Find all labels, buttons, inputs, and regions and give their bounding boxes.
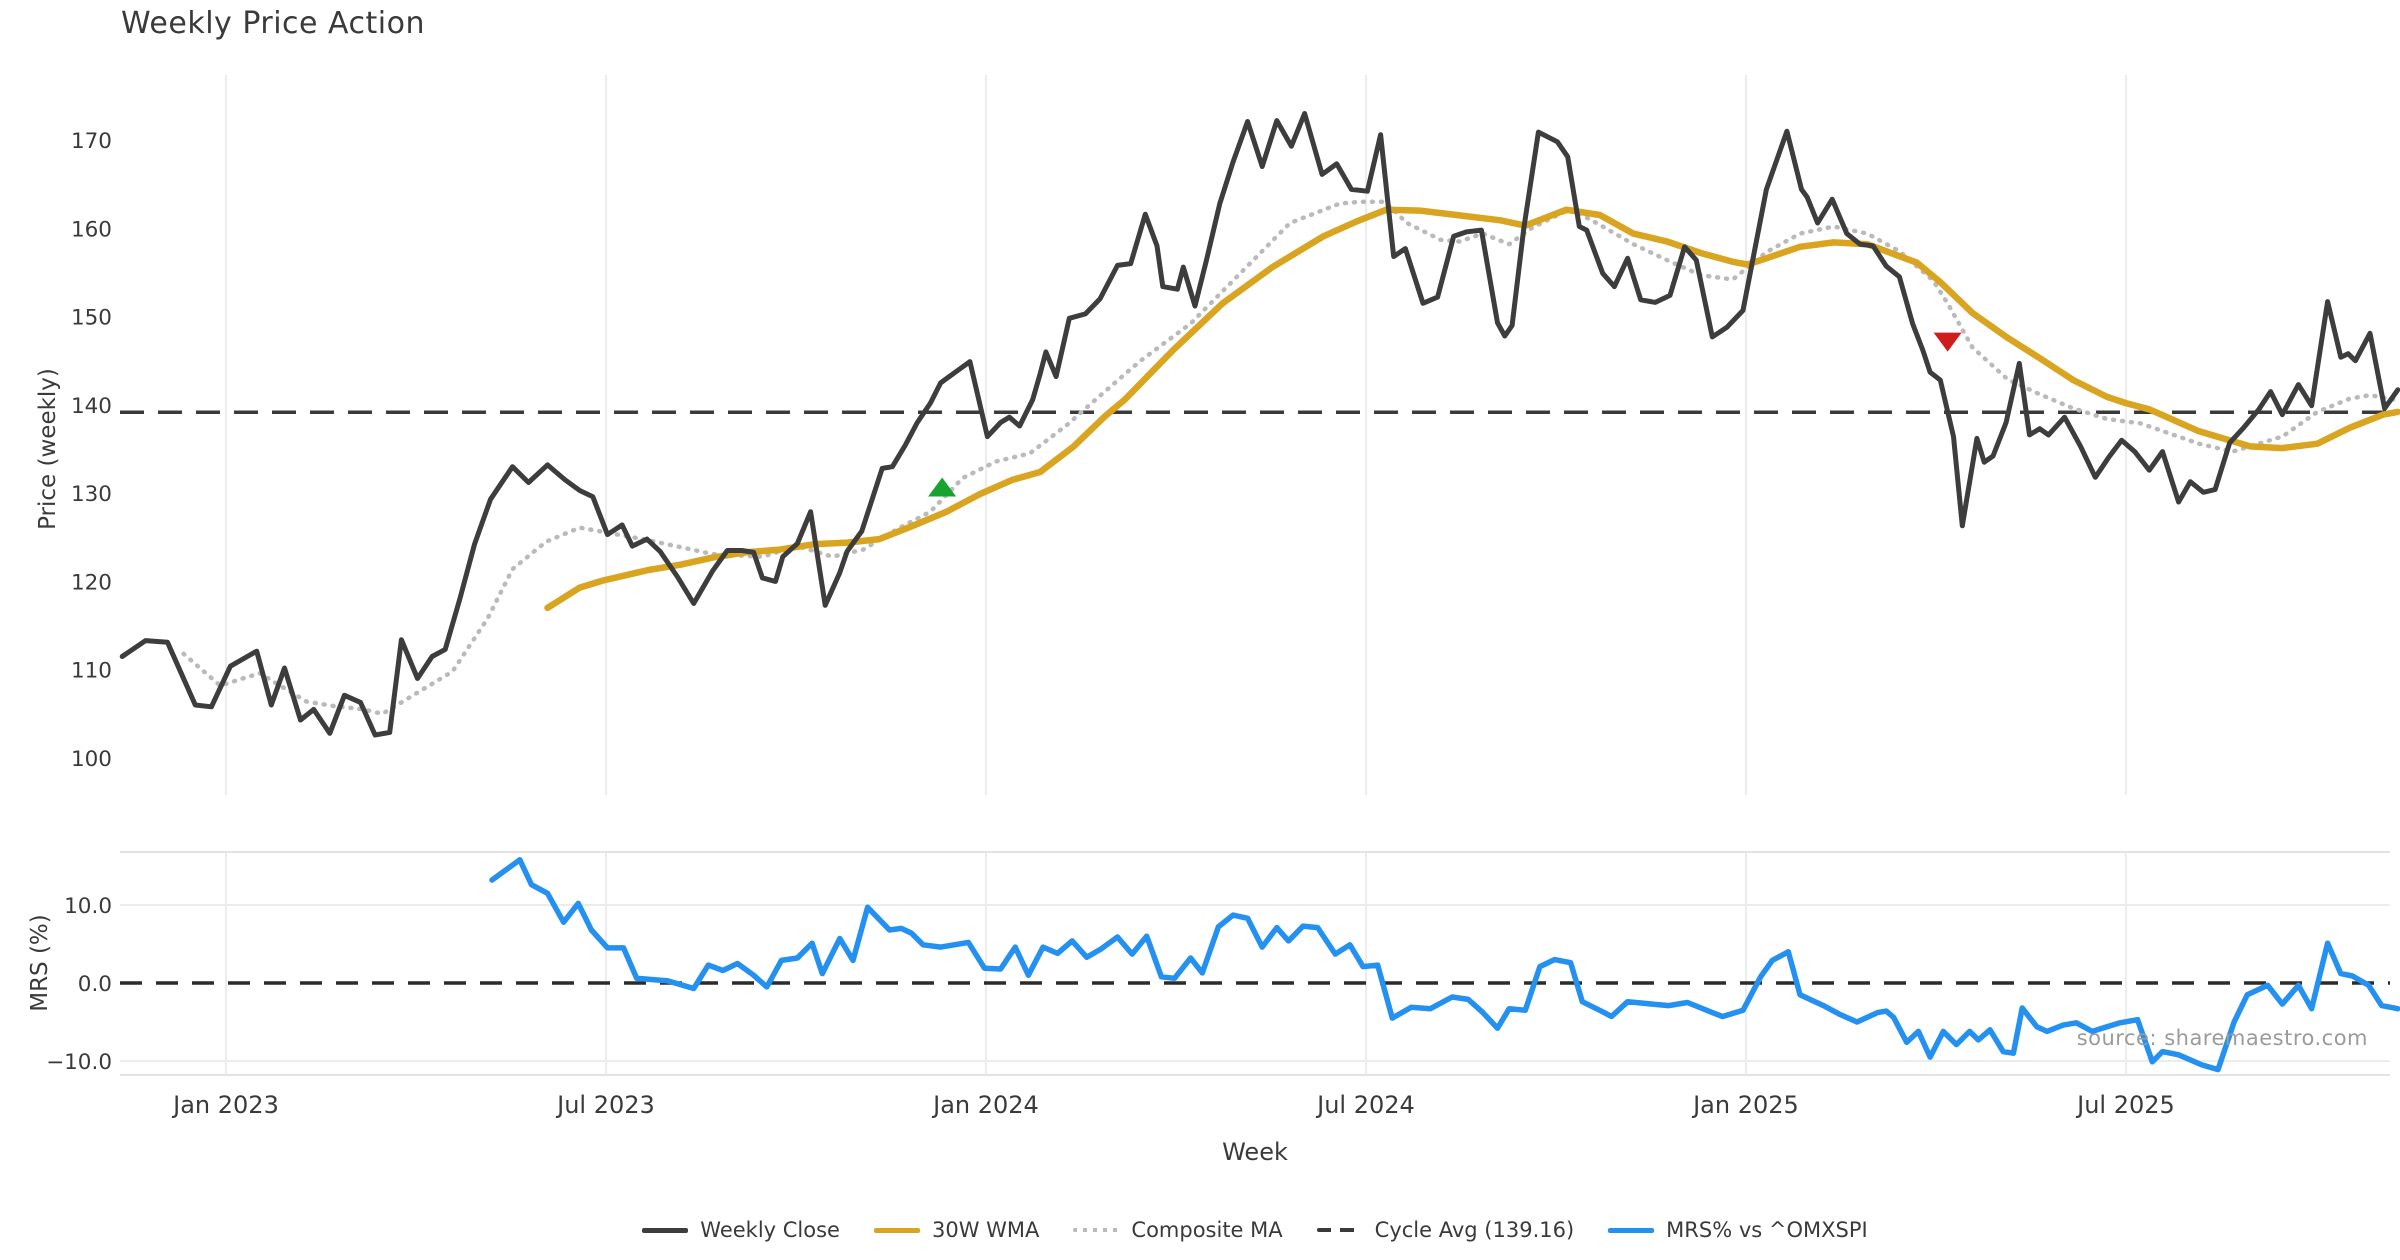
page-title: Weekly Price Action [121, 6, 425, 41]
legend-item-4: MRS% vs ^OMXSPI [1608, 1218, 1868, 1242]
buy-marker-icon [928, 477, 957, 497]
legend-swatch-icon [1316, 1228, 1363, 1232]
legend-label: Weekly Close [700, 1218, 840, 1242]
legend-swatch-icon [642, 1227, 689, 1233]
x-tick-label: Jan 2023 [171, 1091, 279, 1119]
legend-label: 30W WMA [931, 1218, 1040, 1242]
legend-swatch-icon [1608, 1227, 1655, 1233]
wma-line [544, 206, 2400, 612]
price-tick-label: 150 [71, 306, 112, 331]
legend-swatch-icon [1073, 1228, 1120, 1232]
legend-swatch-icon [873, 1227, 920, 1233]
legend-item-1: 30W WMA [873, 1218, 1040, 1242]
x-tick-label: Jan 2025 [1691, 1091, 1799, 1119]
sell-marker-icon [1933, 332, 1962, 352]
price-tick-label: 120 [71, 570, 112, 595]
price-tick-label: 160 [71, 217, 112, 242]
x-tick-label: Jul 2024 [1315, 1091, 1415, 1119]
mrs-tick-label: −10.0 [46, 1050, 112, 1075]
chart-legend: Weekly Close 30W WMA Composite MA Cycle Avg… [120, 1218, 2390, 1242]
mrs-tick-label: 0.0 [78, 972, 112, 997]
source-watermark: source: sharemaestro.com [2076, 1026, 2368, 1050]
legend-item-2: Composite MA [1073, 1218, 1283, 1242]
legend-label: Composite MA [1131, 1218, 1283, 1242]
x-tick-label: Jul 2025 [2075, 1091, 2175, 1119]
x-axis-title: Week [1222, 1138, 1288, 1166]
legend-item-3: Cycle Avg (139.16) [1316, 1218, 1575, 1242]
price-tick-label: 130 [71, 482, 112, 507]
composite-ma-line [181, 199, 2400, 717]
x-tick-label: Jan 2024 [931, 1091, 1039, 1119]
legend-item-0: Weekly Close [642, 1218, 840, 1242]
weekly-close-line [119, 111, 2400, 738]
price-tick-label: 110 [71, 659, 112, 684]
price-tick-label: 100 [71, 747, 112, 772]
mrs-line [489, 857, 2400, 1073]
x-tick-label: Jul 2023 [555, 1091, 655, 1119]
legend-label: Cycle Avg (139.16) [1374, 1218, 1575, 1242]
legend-label: MRS% vs ^OMXSPI [1666, 1218, 1868, 1242]
mrs-tick-label: 10.0 [64, 894, 112, 919]
price-tick-label: 140 [71, 394, 112, 419]
price-tick-label: 170 [71, 129, 112, 154]
